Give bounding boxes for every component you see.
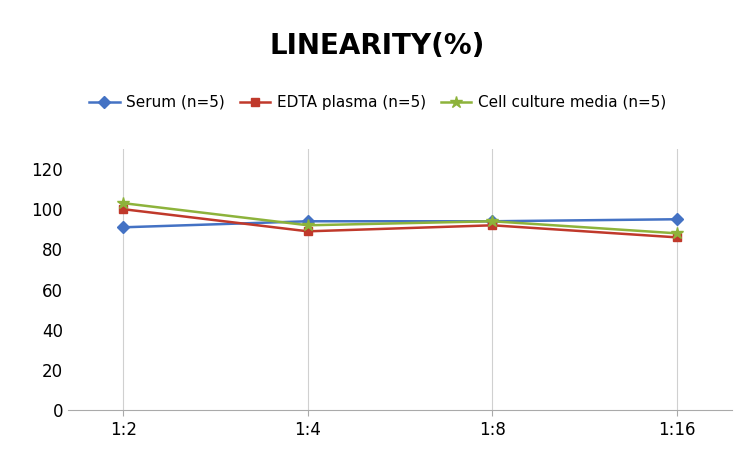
Cell culture media (n=5) <box>488 219 497 224</box>
Line: EDTA plasma (n=5): EDTA plasma (n=5) <box>119 205 681 242</box>
Serum (n=5) <box>488 219 497 224</box>
Serum (n=5) <box>304 219 313 224</box>
EDTA plasma (n=5) <box>304 229 313 234</box>
EDTA plasma (n=5) <box>119 207 128 212</box>
Cell culture media (n=5) <box>304 223 313 228</box>
Serum (n=5) <box>119 225 128 230</box>
Serum (n=5) <box>673 216 682 222</box>
Line: Serum (n=5): Serum (n=5) <box>119 215 681 231</box>
EDTA plasma (n=5) <box>488 223 497 228</box>
Cell culture media (n=5) <box>673 230 682 236</box>
Legend: Serum (n=5), EDTA plasma (n=5), Cell culture media (n=5): Serum (n=5), EDTA plasma (n=5), Cell cul… <box>83 89 672 116</box>
Line: Cell culture media (n=5): Cell culture media (n=5) <box>117 197 683 239</box>
Text: LINEARITY(%): LINEARITY(%) <box>270 32 485 60</box>
EDTA plasma (n=5) <box>673 235 682 240</box>
Cell culture media (n=5) <box>119 200 128 206</box>
